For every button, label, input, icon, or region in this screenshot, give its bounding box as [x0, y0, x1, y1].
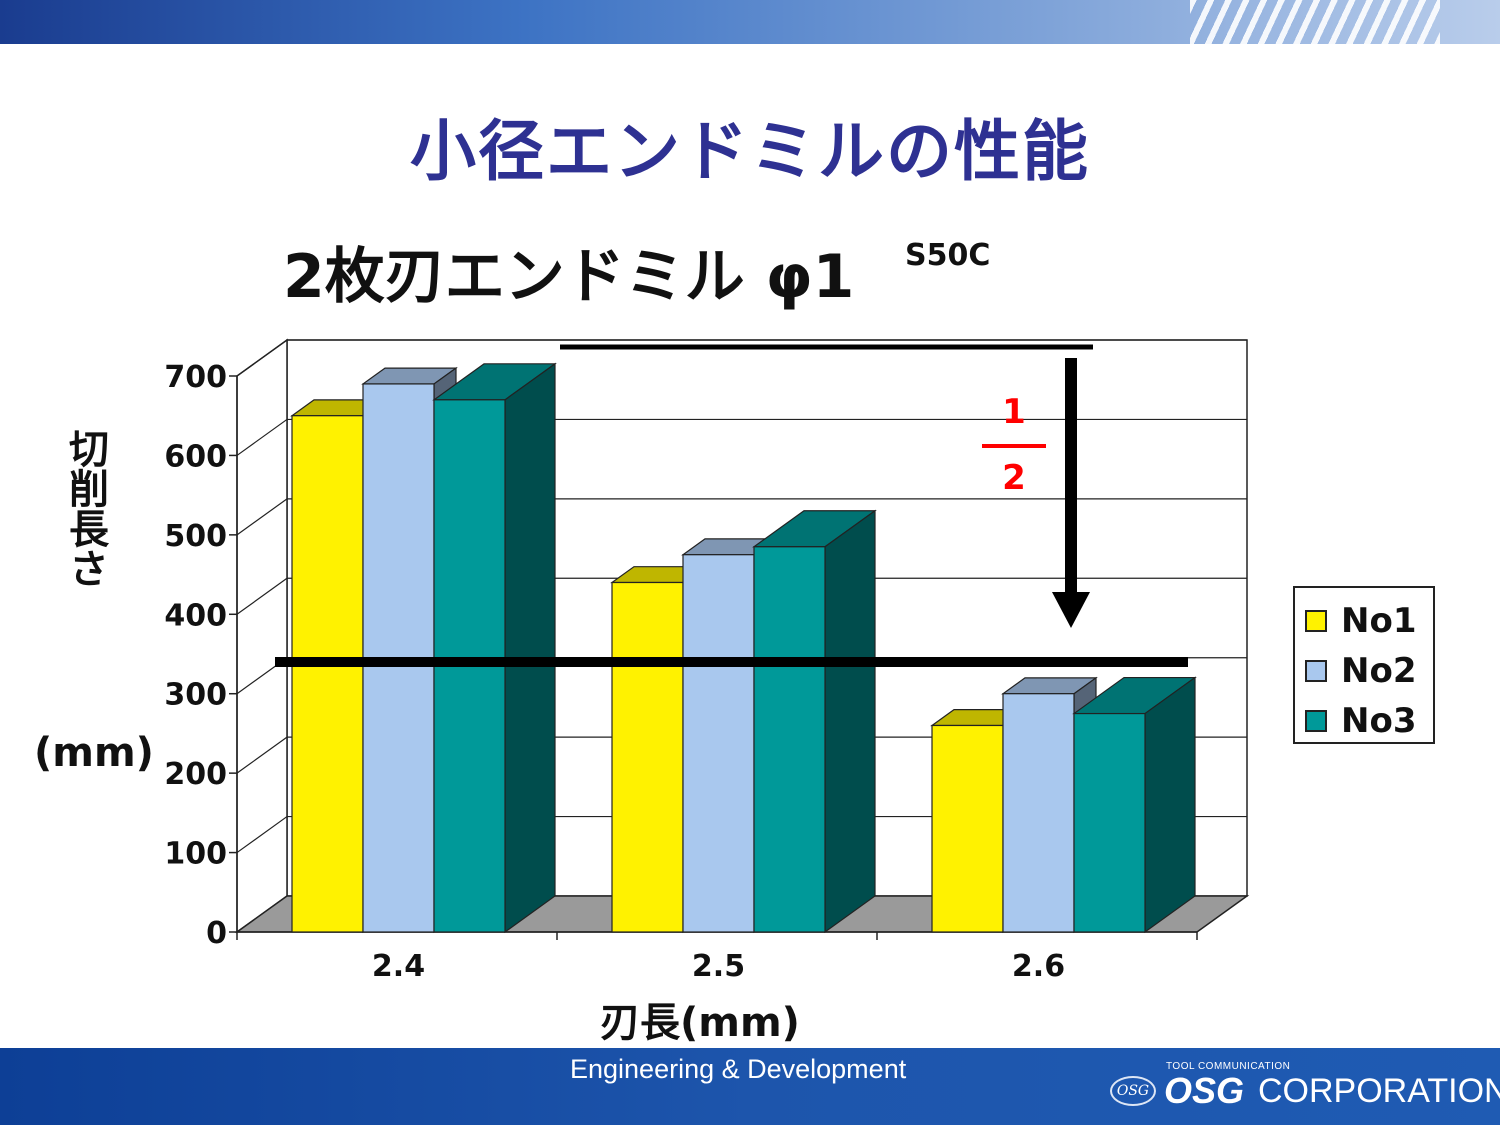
fraction-denominator: 2	[1002, 458, 1026, 498]
y-tick-label: 600	[164, 439, 227, 474]
bar	[682, 554, 755, 933]
bar	[753, 546, 826, 933]
y-tick-label: 300	[164, 678, 227, 713]
y-axis-label: 切削長さ	[60, 428, 110, 598]
bar	[931, 724, 1004, 933]
osg-logo: OSG TOOL COMMUNICATION OSG CORPORATION	[1110, 1058, 1500, 1118]
bar-side	[1144, 676, 1196, 934]
x-tick-label: 2.4	[372, 949, 425, 984]
gridline-diagonal	[236, 736, 288, 774]
top-banner	[0, 0, 1500, 44]
legend-item-no3: No3	[1305, 696, 1433, 746]
osg-emblem-icon: OSG	[1110, 1076, 1156, 1106]
y-tick-label: 500	[164, 519, 227, 554]
chart-side-wall	[236, 338, 288, 934]
bar-side	[824, 509, 876, 934]
slide-title: 小径エンドミルの性能	[410, 113, 1090, 190]
y-axis-label-text: 切削長さ	[62, 428, 108, 588]
half-annotation: 1 2	[978, 392, 1050, 498]
bar	[1002, 693, 1075, 933]
material-label: S50C	[905, 238, 991, 273]
y-tick-label: 700	[164, 360, 227, 395]
y-tick-label: 400	[164, 598, 227, 633]
gridline-diagonal	[236, 816, 288, 854]
chart-title: 2枚刃エンドミル φ1	[283, 242, 855, 312]
legend-swatch-no3	[1305, 710, 1327, 732]
footer-text: Engineering & Development	[570, 1054, 907, 1084]
gridline-diagonal	[236, 339, 288, 377]
footer-banner	[0, 1048, 1500, 1125]
chart-legend: No1 No2 No3	[1293, 586, 1435, 744]
logo-tagline: TOOL COMMUNICATION	[1166, 1061, 1291, 1072]
x-axis-label: 刃長(mm)	[600, 1000, 800, 1046]
logo-brand: OSG	[1164, 1070, 1245, 1111]
arrow-down-icon	[1052, 592, 1090, 628]
legend-item-no1: No1	[1305, 596, 1433, 646]
x-tick-label: 2.5	[692, 949, 745, 984]
banner-stripes	[1190, 0, 1440, 44]
x-tick-label: 2.6	[1012, 949, 1065, 984]
bar	[611, 581, 684, 933]
legend-item-no2: No2	[1305, 646, 1433, 696]
fraction-numerator: 1	[1002, 392, 1026, 432]
y-axis-unit: (mm)	[34, 730, 154, 776]
gridline-diagonal	[236, 498, 288, 536]
gridline-diagonal	[236, 577, 288, 615]
legend-swatch-no2	[1305, 660, 1327, 682]
fraction-bar	[982, 444, 1046, 448]
legend-label-no2: No2	[1341, 651, 1417, 691]
legend-label-no3: No3	[1341, 701, 1417, 741]
legend-swatch-no1	[1305, 610, 1327, 632]
gridline-diagonal	[236, 418, 288, 456]
bar	[1073, 712, 1146, 933]
bar-side	[504, 362, 556, 934]
y-tick-label: 200	[164, 757, 227, 792]
legend-label-no1: No1	[1341, 601, 1417, 641]
bar	[291, 415, 364, 933]
logo-corporation: CORPORATION	[1258, 1072, 1500, 1110]
y-tick-label: 100	[164, 837, 227, 872]
y-tick-label: 0	[206, 916, 227, 951]
